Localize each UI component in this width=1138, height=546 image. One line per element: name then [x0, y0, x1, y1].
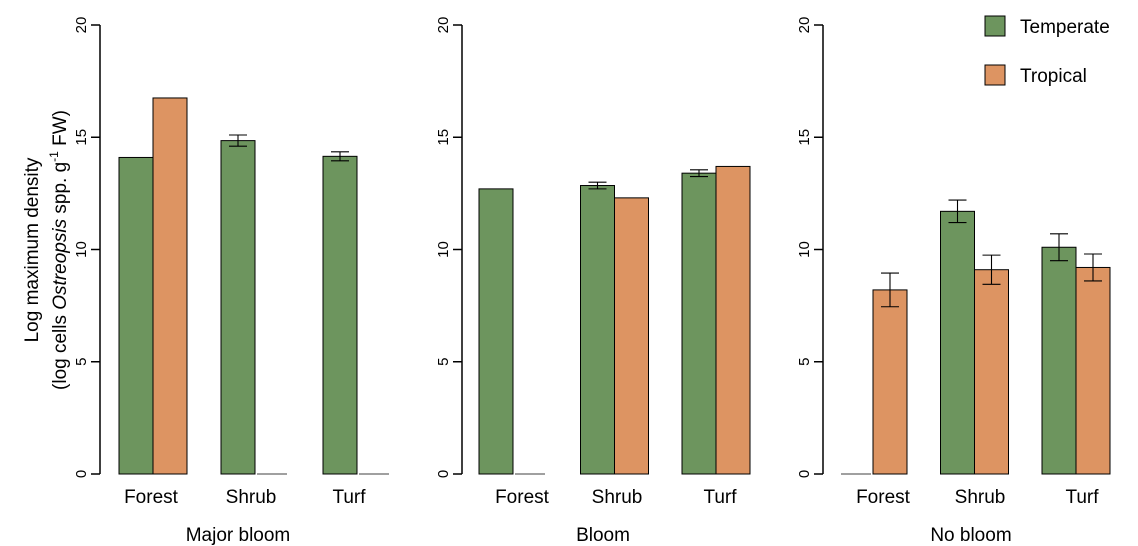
category-label-turf: Turf	[703, 487, 737, 508]
bar-tropical-forest	[872, 289, 908, 475]
category-label-shrub: Shrub	[226, 487, 277, 508]
legend-label-tropical: Tropical	[1020, 66, 1087, 87]
panel-title: No bloom	[930, 525, 1011, 546]
y-tick-label: 0	[796, 470, 813, 478]
bar-temperate-turf	[322, 155, 358, 475]
bar-temperate-turf	[1041, 246, 1077, 475]
panel-title: Major bloom	[186, 525, 291, 546]
category-label-turf: Turf	[1065, 487, 1099, 508]
bar-temperate-turf	[681, 172, 717, 475]
category-label-forest: Forest	[495, 487, 550, 508]
bar-temperate-forest	[478, 188, 514, 475]
bar-temperate-shrub	[580, 185, 615, 475]
y-tick-label: 20	[73, 17, 90, 34]
category-label-shrub: Shrub	[592, 487, 643, 508]
bar-tropical-shrub	[614, 197, 649, 475]
panel-no-bloom: 0 5 10 15 20 Forest Shrub Turf No bloom	[796, 17, 1111, 546]
category-label-turf: Turf	[332, 487, 366, 508]
y-axis-title-line2: (log cells Ostreopsis spp. g-1 FW)	[47, 110, 71, 390]
panel-major-bloom: 0 5 10 15 20 Forest Shrub Turf Major bloom	[73, 17, 389, 546]
y-tick-label: 20	[796, 17, 813, 34]
panel-title: Bloom	[576, 525, 630, 546]
y-tick-label: 5	[73, 358, 90, 366]
category-label-forest: Forest	[856, 487, 911, 508]
y-axis-title-line1: Log maximum density	[22, 157, 43, 342]
y-tick-label: 10	[435, 241, 452, 258]
y-tick-label: 15	[435, 129, 452, 146]
bar-tropical-forest	[152, 97, 188, 475]
y-tick-label: 0	[435, 470, 452, 478]
y-tick-label: 15	[796, 129, 813, 146]
bar-tropical-turf	[1075, 266, 1111, 475]
bar-temperate-shrub	[220, 140, 256, 475]
bar-tropical-shrub	[974, 269, 1009, 475]
bar-temperate-shrub	[940, 210, 975, 475]
legend: Temperate Tropical	[984, 15, 1110, 87]
y-tick-label: 5	[435, 358, 452, 366]
category-label-forest: Forest	[124, 487, 179, 508]
bar-tropical-turf	[715, 165, 751, 475]
y-tick-label: 0	[73, 470, 90, 478]
y-tick-label: 5	[796, 358, 813, 366]
legend-swatch-tropical	[984, 64, 1006, 86]
bar-temperate-forest	[118, 156, 154, 475]
legend-label-temperate: Temperate	[1020, 17, 1110, 38]
y-tick-label: 10	[796, 241, 813, 258]
y-tick-label: 10	[73, 241, 90, 258]
y-tick-label: 15	[73, 129, 90, 146]
legend-swatch-temperate	[984, 15, 1006, 37]
panel-bloom: 0 5 10 15 20 Forest Shrub Turf Bloom	[435, 17, 751, 546]
category-label-shrub: Shrub	[955, 487, 1006, 508]
y-tick-label: 20	[435, 17, 452, 34]
